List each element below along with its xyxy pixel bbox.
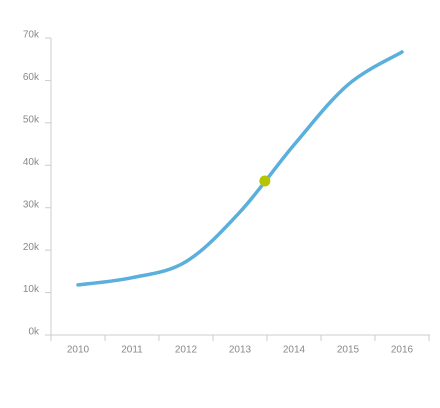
x-tick-label: 2015: [337, 345, 360, 356]
y-tick-label: 20k: [23, 242, 40, 253]
highlight-point: [259, 175, 271, 187]
x-tick-label: 2014: [283, 345, 306, 356]
y-tick-label: 30k: [23, 199, 40, 210]
y-tick-label: 60k: [23, 72, 40, 83]
x-tick-label: 2016: [391, 345, 414, 356]
line: [76, 50, 404, 287]
x-tick-label: 2012: [175, 345, 198, 356]
y-tick-label: 10k: [23, 284, 40, 295]
y-tick-label: 40k: [23, 157, 40, 168]
x-tick-label: 2013: [229, 345, 252, 356]
x-tick-label: 2010: [67, 345, 90, 356]
y-tick-label: 0k: [28, 327, 40, 338]
y-tick-label: 70k: [23, 30, 40, 41]
x-tick-label: 2011: [121, 345, 143, 356]
y-tick-label: 50k: [23, 114, 40, 125]
